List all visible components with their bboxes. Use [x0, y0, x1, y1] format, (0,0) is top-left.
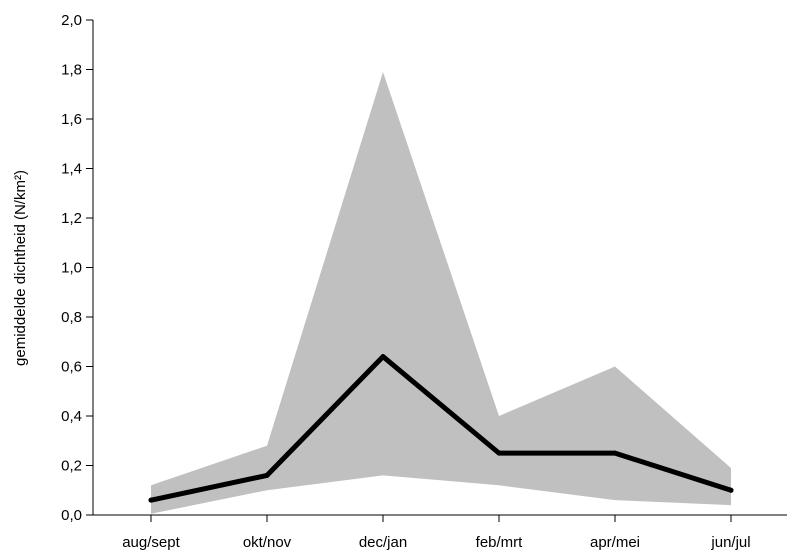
y-tick-label: 1,6: [61, 111, 82, 128]
y-tick-label: 1,2: [61, 210, 82, 227]
y-tick-label: 1,4: [61, 161, 82, 178]
y-tick-label: 0,8: [61, 309, 82, 326]
mean-density-line: [148, 354, 734, 503]
y-tick-label: 2,0: [61, 12, 82, 29]
x-tick-label: apr/mei: [590, 534, 640, 551]
mean-line-layer: [148, 354, 734, 503]
data-point: [264, 472, 270, 478]
x-tick-label: dec/jan: [359, 534, 407, 551]
y-tick-label: 0,0: [61, 507, 82, 524]
data-point: [612, 450, 618, 456]
data-point: [496, 450, 502, 456]
data-point: [148, 497, 154, 503]
y-tick-label: 0,4: [61, 408, 82, 425]
x-tick-label: feb/mrt: [476, 534, 524, 551]
y-tick-label: 1,8: [61, 62, 82, 79]
y-tick-label: 0,2: [61, 458, 82, 475]
y-axis-ticks: 0,0 0,2 0,4 0,6 0,8 1,0 1,2 1,4 1,6 1,8 2,0: [61, 12, 93, 524]
data-point: [728, 487, 734, 493]
x-axis-ticks: aug/sept okt/nov dec/jan feb/mrt apr/mei jun/…: [122, 515, 751, 551]
x-tick-label: jun/jul: [710, 534, 750, 551]
y-tick-label: 1,0: [61, 260, 82, 277]
range-band-layer: [151, 71, 731, 514]
data-point: [380, 354, 386, 360]
y-tick-label: 0,6: [61, 359, 82, 376]
y-axis-label: gemiddelde dichtheid (N/km²): [12, 170, 29, 366]
x-tick-label: aug/sept: [122, 534, 180, 551]
range-band: [151, 71, 731, 514]
x-tick-label: okt/nov: [243, 534, 292, 551]
